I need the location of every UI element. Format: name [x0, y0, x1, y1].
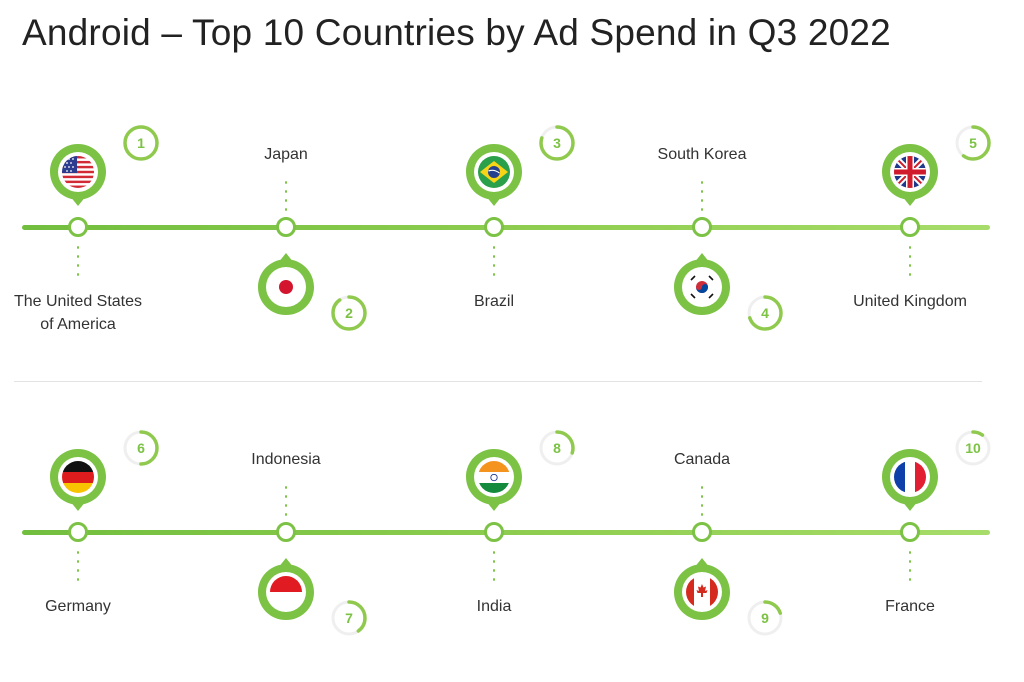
rank-number: 1	[137, 135, 145, 151]
rank-badge: 8	[538, 429, 576, 467]
rank-number: 10	[965, 440, 981, 456]
rank-number: 2	[345, 305, 353, 321]
dotted-connector	[493, 548, 495, 584]
rank-badge: 9	[746, 599, 784, 637]
us-flag-icon	[48, 142, 108, 216]
rank-badge: 1	[122, 124, 160, 162]
dotted-connector	[701, 178, 703, 214]
rank-badge: 4	[746, 294, 784, 332]
country-label-line: Germany	[45, 598, 111, 615]
country-label-line: France	[885, 598, 935, 615]
country-label-line: South Korea	[657, 146, 747, 163]
dotted-connector	[493, 243, 495, 279]
br-flag-icon	[464, 142, 524, 216]
rank-number: 5	[969, 135, 977, 151]
country-label: Canada	[602, 448, 802, 471]
dotted-connector	[77, 243, 79, 279]
timeline-line	[22, 530, 990, 535]
country-label: Brazil	[394, 290, 594, 313]
timeline-node	[484, 217, 504, 237]
timeline-node	[68, 217, 88, 237]
ca-flag-icon	[672, 548, 732, 622]
kr-flag-icon	[672, 243, 732, 317]
rank-number: 3	[553, 135, 561, 151]
rank-badge: 6	[122, 429, 160, 467]
timeline-node	[692, 522, 712, 542]
country-label: France	[810, 595, 1010, 618]
in-flag-icon	[464, 447, 524, 521]
country-label-line: Brazil	[473, 293, 514, 310]
jp-flag-icon	[256, 243, 316, 317]
country-label: India	[394, 595, 594, 618]
gb-flag-icon	[880, 142, 940, 216]
rank-badge: 10	[954, 429, 992, 467]
country-label-line: Canada	[673, 451, 731, 468]
dotted-connector	[77, 548, 79, 584]
rank-number: 7	[345, 610, 353, 626]
dotted-connector	[285, 483, 287, 519]
rank-badge: 3	[538, 124, 576, 162]
rank-badge: 7	[330, 599, 368, 637]
timeline-node	[484, 522, 504, 542]
timeline-line	[22, 225, 990, 230]
country-label: The United States of America	[0, 290, 178, 336]
country-label: Japan	[186, 143, 386, 166]
fr-flag-icon	[880, 447, 940, 521]
country-label: South Korea	[602, 143, 802, 166]
timeline-node	[276, 522, 296, 542]
de-flag-icon	[48, 447, 108, 521]
rank-number: 6	[137, 440, 145, 456]
country-label-line: of America	[40, 316, 116, 333]
timeline-node	[692, 217, 712, 237]
timeline-row-2: Germany 6 Indonesia 7 India 8 Canada 9 Franc…	[0, 405, 1024, 665]
country-label: Germany	[0, 595, 178, 618]
row-divider	[14, 381, 982, 382]
rank-number: 4	[761, 305, 769, 321]
country-label: Indonesia	[186, 448, 386, 471]
country-label-line: The United States	[13, 293, 143, 310]
country-label-line: Japan	[264, 146, 308, 163]
dotted-connector	[909, 548, 911, 584]
timeline-node	[276, 217, 296, 237]
page-title: Android – Top 10 Countries by Ad Spend i…	[22, 12, 891, 53]
timeline-node	[68, 522, 88, 542]
country-label-line: Indonesia	[251, 451, 321, 468]
country-label-line: India	[476, 598, 512, 615]
country-label: United Kingdom	[810, 290, 1010, 313]
dotted-connector	[909, 243, 911, 279]
timeline-node	[900, 522, 920, 542]
rank-badge: 2	[330, 294, 368, 332]
rank-number: 8	[553, 440, 561, 456]
rank-badge: 5	[954, 124, 992, 162]
country-label-line: United Kingdom	[853, 293, 967, 310]
dotted-connector	[285, 178, 287, 214]
id-flag-icon	[256, 548, 316, 622]
timeline-node	[900, 217, 920, 237]
rank-number: 9	[761, 610, 769, 626]
dotted-connector	[701, 483, 703, 519]
timeline-row-1: The United States of America 1 Japan 2 Braz…	[0, 100, 1024, 360]
